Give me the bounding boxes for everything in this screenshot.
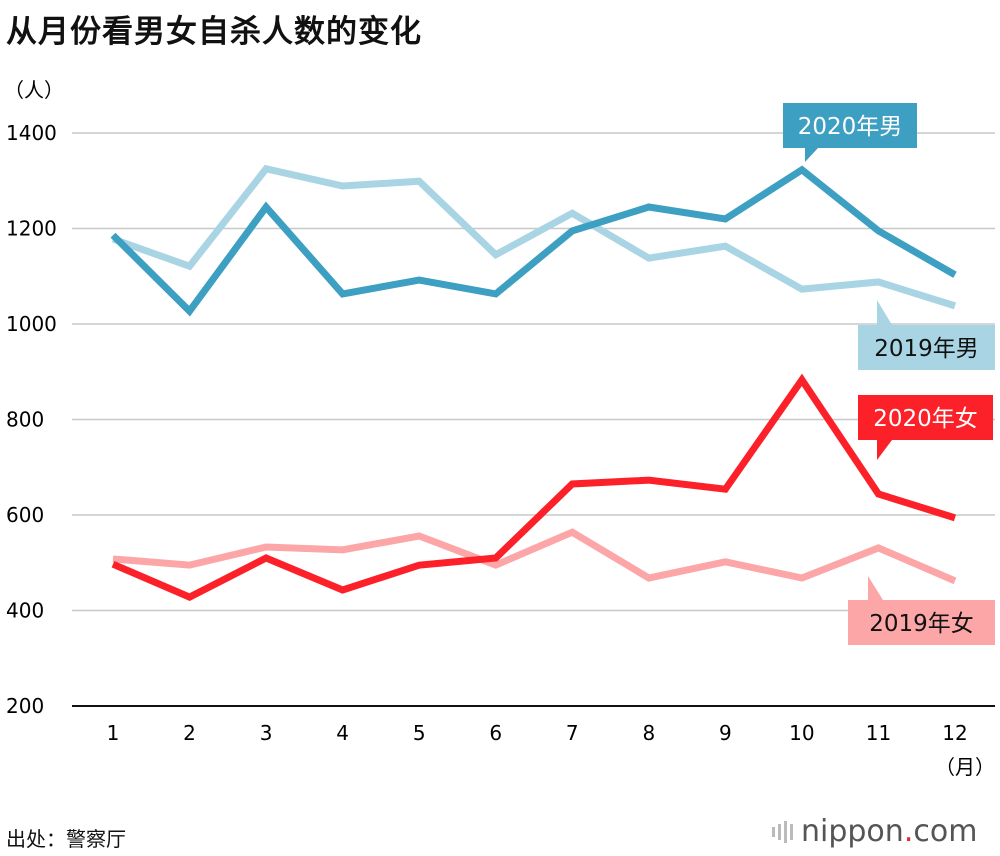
x-tick-label: 5 — [413, 721, 426, 745]
series-label-box — [858, 395, 993, 440]
series-label-box — [858, 325, 995, 370]
series-label: 2019年男 — [874, 336, 979, 362]
y-tick-label: 1200 — [6, 217, 57, 241]
logo-bars-icon — [772, 820, 793, 843]
logo-name: nippon — [801, 814, 904, 849]
y-tick-label: 1000 — [6, 312, 57, 336]
label-pointer — [877, 300, 892, 325]
series-label-box — [783, 103, 917, 148]
y-axis-label: （人） — [4, 78, 64, 102]
x-tick-label: 10 — [789, 721, 814, 745]
series-line-2019年男 — [111, 164, 957, 310]
y-tick-label: 600 — [6, 503, 44, 527]
y-tick-label: 200 — [6, 694, 44, 718]
x-tick-label: 8 — [642, 721, 655, 745]
x-tick-label: 1 — [107, 721, 120, 745]
x-tick-label: 4 — [336, 721, 349, 745]
chart-title: 从月份看男女自杀人数的变化 — [6, 14, 422, 50]
series-line-2020年女 — [111, 373, 957, 601]
series-label: 2020年男 — [798, 114, 903, 140]
source-note: 出处：警察厅 — [6, 827, 126, 851]
y-tick-label: 400 — [6, 599, 44, 623]
y-tick-label: 1400 — [6, 121, 57, 145]
series-label: 2019年女 — [869, 611, 974, 637]
x-tick-label: 7 — [566, 721, 579, 745]
series-line-2020年男 — [110, 165, 957, 317]
y-tick-label: 800 — [6, 408, 44, 432]
label-pointer — [805, 148, 818, 162]
x-axis-label: （月） — [935, 755, 995, 779]
x-tick-label: 6 — [489, 721, 502, 745]
label-pointer — [877, 440, 892, 460]
x-tick-label: 11 — [866, 721, 891, 745]
x-tick-label: 3 — [260, 721, 273, 745]
nippon-logo: nippon. com — [772, 814, 977, 849]
x-tick-label: 2 — [183, 721, 196, 745]
series-label: 2020年女 — [873, 406, 978, 432]
x-tick-label: 12 — [942, 721, 967, 745]
logo-suffix: com — [913, 814, 978, 849]
series-label-box — [848, 600, 995, 645]
logo-dot: . — [903, 814, 914, 849]
label-pointer — [868, 576, 883, 600]
series-line-2019年女 — [112, 528, 957, 585]
x-tick-label: 9 — [719, 721, 732, 745]
